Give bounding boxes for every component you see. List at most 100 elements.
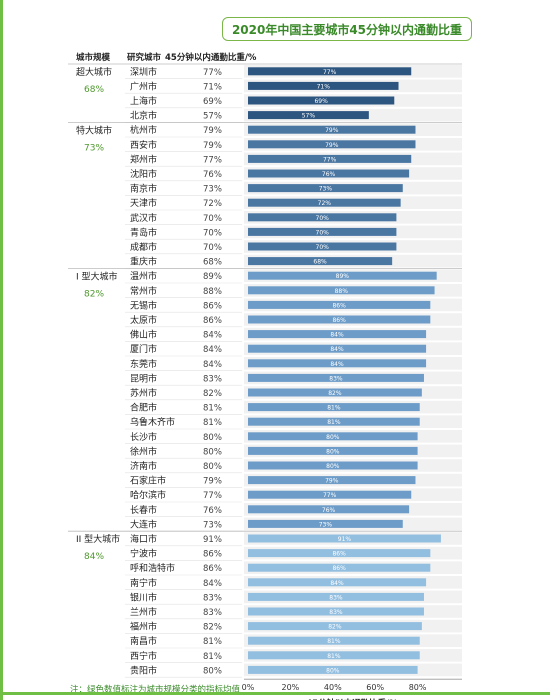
city-label: 温州市: [130, 270, 157, 282]
city-label: 海口市: [130, 533, 157, 545]
bar: [248, 227, 397, 236]
bar: [248, 154, 412, 163]
bar: [248, 563, 431, 572]
bar: [248, 213, 397, 222]
bar: [248, 286, 435, 295]
bar-data-label: 69%: [314, 98, 328, 105]
bar-data-label: 86%: [332, 565, 346, 572]
city-label: 乌鲁木齐市: [130, 416, 175, 428]
city-label: 昆明市: [130, 372, 157, 384]
city-label: 南宁市: [130, 577, 157, 589]
group-average: 84%: [84, 552, 104, 562]
x-axis-label: 45分钟以内通勤比重/%: [306, 698, 398, 700]
city-label: 无锡市: [130, 299, 157, 311]
bar: [248, 344, 427, 353]
city-label: 郑州市: [130, 153, 157, 165]
city-label: 石家庄市: [130, 475, 166, 487]
value-label: 84%: [203, 331, 222, 341]
value-label: 80%: [203, 462, 222, 472]
bar: [248, 125, 416, 134]
value-label: 81%: [203, 637, 222, 647]
x-tick-label: 80%: [409, 683, 427, 692]
bar-data-label: 81%: [327, 419, 341, 426]
header-value: 45分钟以内通勤比重/%: [165, 52, 257, 63]
city-label: 哈尔滨市: [130, 489, 166, 501]
bar-data-label: 70%: [316, 215, 330, 222]
city-label: 合肥市: [130, 402, 157, 414]
value-label: 86%: [203, 316, 222, 326]
bar-data-label: 76%: [322, 507, 336, 514]
city-label: 兰州市: [130, 606, 157, 618]
value-label: 71%: [203, 82, 222, 92]
bar: [248, 461, 418, 470]
bar: [248, 578, 427, 587]
city-label: 广州市: [130, 80, 157, 92]
value-label: 84%: [203, 579, 222, 589]
bar-data-label: 83%: [329, 375, 343, 382]
bar: [248, 300, 431, 309]
value-label: 70%: [203, 243, 222, 253]
value-label: 83%: [203, 374, 222, 384]
city-label: 南京市: [130, 183, 157, 195]
bar: [248, 198, 401, 207]
value-label: 77%: [203, 68, 222, 78]
city-label: 杭州市: [130, 124, 157, 136]
bar-data-label: 80%: [326, 667, 340, 674]
bar: [248, 257, 393, 266]
city-label: 长春市: [130, 504, 157, 516]
city-label: 太原市: [130, 314, 157, 326]
left-accent-line: [0, 0, 3, 700]
bar: [248, 315, 431, 324]
bar: [248, 403, 420, 412]
value-label: 57%: [203, 112, 222, 122]
value-label: 79%: [203, 126, 222, 136]
city-label: 西安市: [130, 139, 157, 151]
bar-data-label: 79%: [325, 142, 339, 149]
bar-data-label: 72%: [318, 200, 332, 207]
city-label: 长沙市: [130, 431, 157, 443]
value-label: 86%: [203, 301, 222, 311]
bar-data-label: 77%: [323, 69, 337, 76]
bar: [248, 169, 410, 178]
bar: [248, 432, 418, 441]
city-label: 福州市: [130, 621, 157, 633]
bar-data-label: 73%: [319, 521, 333, 528]
bar-data-label: 80%: [326, 434, 340, 441]
bar-data-label: 80%: [326, 463, 340, 470]
city-label: 厦门市: [130, 343, 157, 355]
bar: [248, 81, 399, 90]
bottom-accent-line: [0, 692, 550, 695]
bar-data-label: 80%: [326, 448, 340, 455]
bar: [248, 184, 403, 193]
city-label: 重庆市: [130, 256, 157, 268]
value-label: 79%: [203, 141, 222, 151]
city-label: 武汉市: [130, 212, 157, 224]
value-label: 81%: [203, 652, 222, 662]
bar: [248, 330, 427, 339]
bar-data-label: 88%: [335, 288, 349, 295]
bar-data-label: 76%: [322, 171, 336, 178]
city-label: 佛山市: [130, 329, 157, 341]
x-tick-label: 0%: [242, 683, 255, 692]
x-tick-label: 60%: [366, 683, 384, 692]
bar-data-label: 86%: [332, 302, 346, 309]
bar: [248, 549, 431, 558]
bar: [248, 665, 418, 674]
bar-data-label: 91%: [338, 536, 352, 543]
value-label: 69%: [203, 97, 222, 107]
bar-data-label: 82%: [328, 624, 342, 631]
bar: [248, 359, 427, 368]
bar: [248, 505, 410, 514]
value-label: 84%: [203, 360, 222, 370]
value-label: 84%: [203, 345, 222, 355]
value-label: 73%: [203, 520, 222, 530]
city-label: 天津市: [130, 197, 157, 209]
chart-title: 2020年中国主要城市45分钟以内通勤比重: [222, 17, 472, 41]
city-label: 上海市: [130, 95, 157, 107]
bar-data-label: 84%: [330, 361, 344, 368]
city-label: 银川市: [130, 591, 157, 603]
bar: [248, 476, 416, 485]
bar: [248, 388, 422, 397]
bar: [248, 96, 395, 105]
